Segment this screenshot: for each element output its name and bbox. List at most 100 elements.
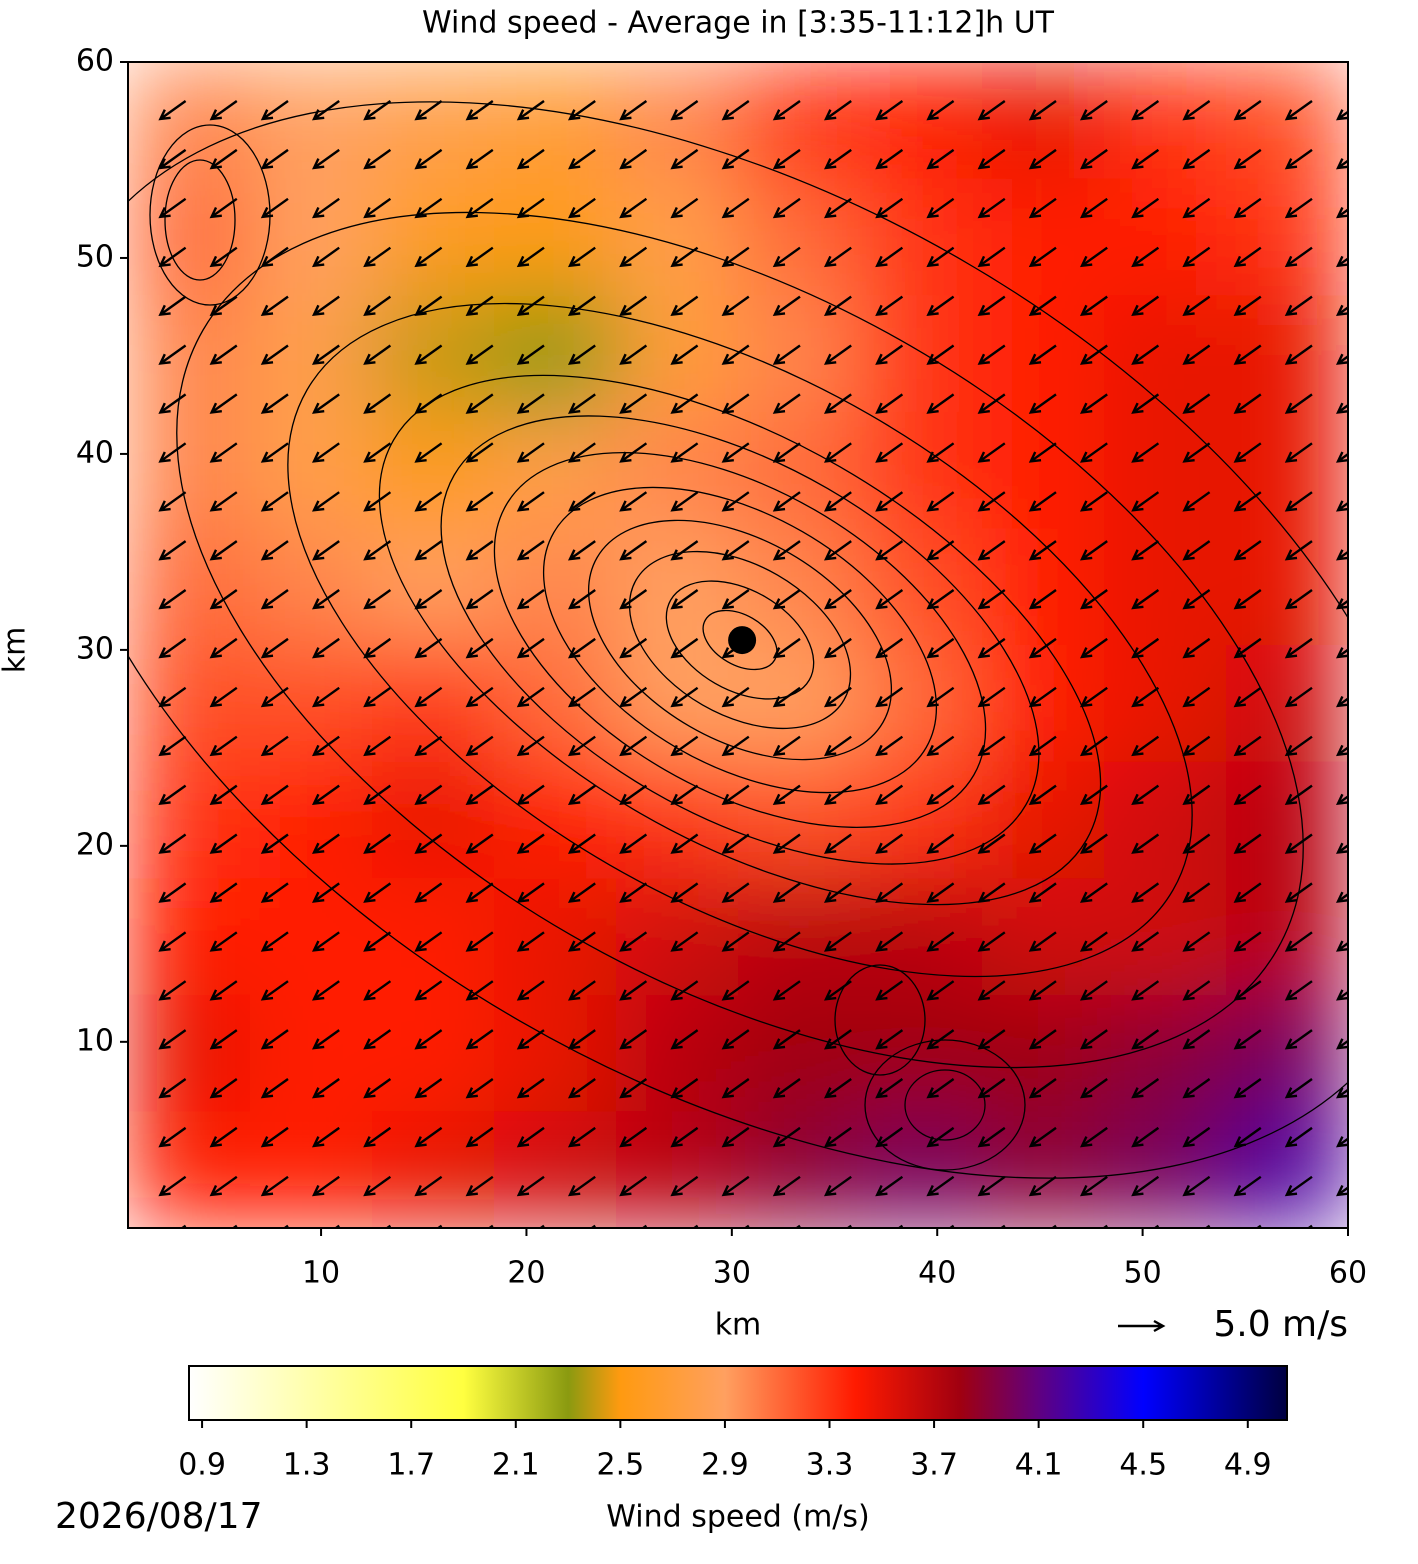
wind-arrow: [721, 1126, 750, 1148]
wind-arrow: [311, 393, 340, 414]
wind-arrow: [465, 980, 494, 1001]
wind-arrow: [875, 1078, 904, 1099]
wind-arrow: [977, 735, 1006, 757]
wind-arrow: [926, 1126, 955, 1148]
wind-arrow: [721, 295, 750, 317]
wind-arrow: [516, 442, 545, 463]
wind-arrow: [619, 344, 648, 365]
wind-arrow: [823, 1029, 852, 1050]
wind-arrow: [823, 589, 852, 610]
heat-cell: [982, 178, 1105, 296]
wind-arrow: [823, 637, 852, 659]
heat-cell: [1104, 761, 1227, 879]
heat-cell: [494, 62, 617, 180]
wind-arrow: [977, 540, 1006, 561]
wind-arrow: [1284, 197, 1313, 219]
wind-arrow: [721, 344, 750, 365]
heat-cell: [250, 62, 373, 180]
wind-arrow: [1284, 148, 1313, 170]
wind-arrow: [619, 246, 648, 268]
wind-arrow: [721, 980, 750, 1001]
wind-arrow: [823, 197, 852, 219]
wind-arrow: [823, 295, 852, 317]
wind-arrow: [465, 442, 494, 463]
wind-arrow: [721, 1175, 750, 1197]
terrain-contour: [542, 486, 938, 794]
y-axis-label: km: [0, 627, 33, 674]
wind-arrow: [977, 882, 1006, 903]
wind-arrow: [414, 540, 443, 561]
wind-arrow: [363, 735, 392, 757]
wind-arrow: [1335, 1136, 1348, 1148]
wind-arrow: [260, 442, 289, 463]
wind-arrow: [1079, 197, 1108, 219]
wind-arrow: [1131, 295, 1160, 317]
wind-arrow: [619, 735, 648, 757]
wind-arrow: [567, 491, 596, 512]
wind-arrow: [721, 735, 750, 757]
wind-arrow: [1131, 931, 1160, 952]
quiver-key-label: 5.0 m/s: [1213, 1304, 1348, 1345]
heat-cell: [494, 295, 617, 413]
heat-cell: [250, 761, 373, 879]
wind-arrow: [260, 637, 289, 659]
wind-arrow: [1079, 100, 1108, 121]
wind-arrow: [670, 1078, 699, 1099]
wind-arrow: [465, 931, 494, 952]
wind-arrow: [209, 833, 238, 854]
wind-arrow: [1028, 833, 1057, 854]
wind-arrow: [670, 735, 699, 757]
wind-arrow: [465, 344, 494, 365]
wind-arrow: [619, 491, 648, 512]
wind-arrow: [1335, 1038, 1348, 1050]
wind-arrow: [363, 784, 392, 806]
wind-arrow: [260, 833, 289, 854]
wind-arrow: [823, 540, 852, 561]
heat-cell: [494, 761, 617, 879]
colorbar-tick-label: 3.3: [806, 1448, 854, 1483]
heat-cell: [738, 62, 861, 180]
wind-arrow: [311, 148, 340, 170]
terrain-contour: [834, 964, 926, 1076]
wind-arrow: [1233, 833, 1262, 854]
wind-arrow: [1028, 784, 1057, 806]
wind-arrow: [363, 833, 392, 854]
wind-arrow: [1028, 1175, 1057, 1197]
wind-arrow: [670, 833, 699, 854]
wind-arrow: [1335, 549, 1348, 561]
wind-arrow: [260, 100, 289, 121]
heat-cell: [250, 1111, 373, 1228]
wind-arrow: [414, 148, 443, 170]
wind-arrow: [209, 1078, 238, 1099]
colorbar-tick-label: 1.7: [387, 1448, 435, 1483]
wind-arrow: [311, 344, 340, 365]
wind-arrow: [363, 686, 392, 708]
colorbar-tick-label: 2.9: [701, 1448, 749, 1483]
wind-arrow: [260, 197, 289, 219]
wind-arrow: [209, 882, 238, 903]
wind-arrow: [721, 931, 750, 952]
wind-arrow: [772, 637, 801, 659]
wind-arrow: [1233, 931, 1262, 952]
wind-arrow: [363, 931, 392, 952]
wind-arrow: [977, 100, 1006, 121]
wind-arrow: [209, 100, 238, 121]
wind-arrow: [670, 784, 699, 806]
wind-arrow: [260, 931, 289, 952]
wind-arrow: [772, 393, 801, 414]
wind-arrow: [1233, 1029, 1262, 1050]
wind-arrow: [977, 1175, 1006, 1197]
wind-arrow: [516, 1175, 545, 1197]
heat-cell: [860, 62, 983, 180]
wind-arrow: [414, 246, 443, 268]
wind-arrow: [209, 540, 238, 561]
heat-cell: [860, 878, 983, 996]
wind-arrow: [414, 1078, 443, 1099]
wind-arrow: [158, 197, 187, 219]
wind-arrow: [414, 295, 443, 317]
terrain-contour: [904, 1069, 986, 1141]
wind-arrow: [1028, 491, 1057, 512]
heat-cell: [860, 761, 983, 879]
wind-arrow: [363, 1126, 392, 1148]
wind-arrow: [926, 246, 955, 268]
